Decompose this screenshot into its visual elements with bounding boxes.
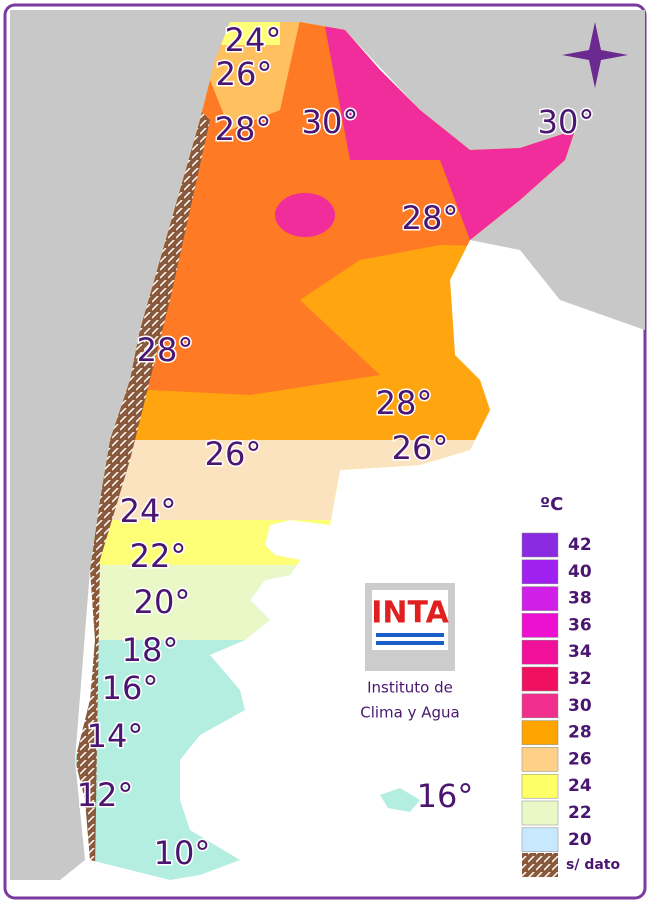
legend-label: 22 <box>568 803 592 823</box>
logo-text: Clima y Agua <box>360 704 460 722</box>
legend-swatch <box>521 773 559 799</box>
legend-swatch <box>521 693 559 719</box>
logo-stripe <box>376 633 444 637</box>
isotherm-label: 10° <box>154 834 211 872</box>
legend-label: 32 <box>568 669 592 689</box>
legend-swatch <box>521 613 559 638</box>
logo-stripe <box>376 641 444 645</box>
isotherm-label: 28° <box>215 110 272 148</box>
legend-label: 42 <box>568 535 592 555</box>
islands <box>380 788 420 812</box>
legend-swatch <box>521 559 559 585</box>
legend-swatch <box>521 827 559 853</box>
legend-label: 26 <box>568 749 592 769</box>
legend-unit: ºC <box>540 494 563 515</box>
isotherm-label: 24° <box>225 21 282 59</box>
isotherm-label: 28° <box>137 331 194 369</box>
isotherm-label: 12° <box>77 776 134 814</box>
no-data-label: s/ dato <box>566 857 620 873</box>
compass <box>562 22 628 88</box>
legend-label: 30 <box>568 696 592 716</box>
isotherm-label: 18° <box>122 631 179 669</box>
legend-swatch <box>521 800 559 826</box>
logo-inner <box>372 590 448 650</box>
isotherm-label: 16° <box>417 777 474 815</box>
no-data-swatch <box>522 853 558 877</box>
legend-label: 24 <box>568 776 592 796</box>
legend-label: 34 <box>568 642 592 662</box>
legend-label: 36 <box>568 615 592 635</box>
legend-swatch <box>521 532 559 558</box>
isotherm-label: 26° <box>392 429 449 467</box>
isotherm-label: 14° <box>87 717 144 755</box>
isotherm-label: 28° <box>402 199 459 237</box>
isotherm-label: 26° <box>205 435 262 473</box>
isotherm-label: 24° <box>120 492 177 530</box>
neighbor-land <box>10 10 645 880</box>
legend-label: 20 <box>568 830 592 850</box>
legend-swatch <box>521 586 559 611</box>
isotherm-label: 20° <box>134 583 191 621</box>
legend-swatch <box>521 666 559 692</box>
logo-name: INTA <box>371 596 449 631</box>
legend-label: 28 <box>568 723 592 743</box>
isotherm-label: 22° <box>130 537 187 575</box>
legend-swatch <box>521 639 559 665</box>
logo-text: Instituto de <box>367 679 453 697</box>
legend-label: 40 <box>568 562 592 582</box>
isotherm-label: 30° <box>302 103 359 141</box>
legend-swatch <box>521 747 559 772</box>
isotherm-label: 16° <box>102 669 159 707</box>
isotherm-label: 28° <box>376 384 433 422</box>
isotherm-label: 26° <box>216 55 273 93</box>
isotherm-label: 30° <box>538 103 595 141</box>
legend-swatch <box>521 720 559 745</box>
legend-label: 38 <box>568 589 592 609</box>
